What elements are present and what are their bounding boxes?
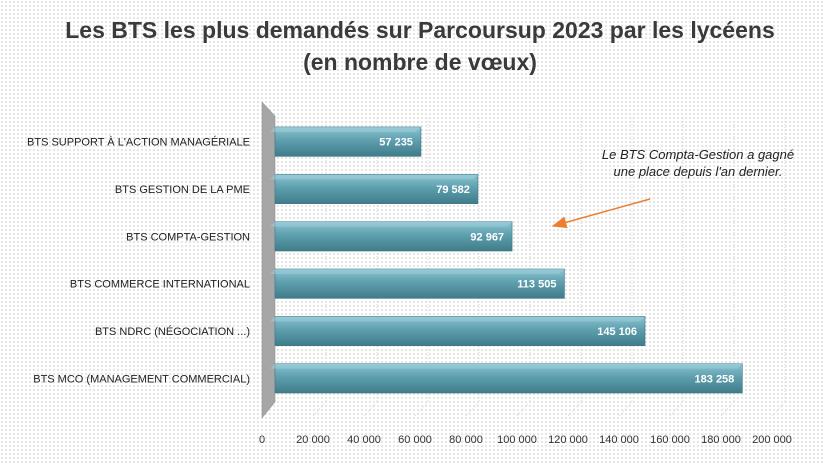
x-tick-label: 60 000: [398, 434, 432, 446]
axis-wall: [261, 101, 276, 419]
floor-grid-line-8: [669, 401, 684, 417]
x-tick-label: 200 000: [752, 434, 792, 446]
bar-top-face: [270, 126, 421, 132]
category-label: BTS SUPPORT À L'ACTION MANAGÉRIALE: [27, 136, 250, 149]
bar-top-face: [270, 316, 646, 322]
bar-top-face: [270, 268, 565, 274]
category-label: BTS GESTION DE LA PME: [115, 184, 250, 196]
bar-group: 79 582: [270, 174, 479, 204]
category-label: BTS COMMERCE INTERNATIONAL: [70, 279, 250, 291]
x-tick-label: 80 000: [449, 434, 483, 446]
x-tick-label: 160 000: [650, 434, 690, 446]
category-label: BTS NDRC (NÉGOCIATION ...): [95, 325, 250, 338]
category-label: BTS COMPTA-GESTION: [126, 231, 250, 243]
x-tick-label: 100 000: [497, 434, 537, 446]
bar-group: 113 505: [270, 268, 565, 299]
floor-grid-line-7: [618, 401, 633, 417]
bar-top-face: [270, 221, 513, 227]
floor-grid-line-5: [516, 401, 531, 417]
floor-grid-line-2: [363, 401, 378, 417]
bar-top-face: [270, 363, 743, 369]
x-tick-label: 20 000: [296, 434, 330, 446]
floor-grid-line-3: [414, 401, 429, 417]
floor-grid-line-10: [771, 401, 786, 417]
bar-group: 57 235: [270, 126, 422, 157]
bar-top-face: [270, 174, 478, 180]
x-tick-labels: 0 20 000 40 000 60 000 80 000 100 000 120 000 1…: [259, 434, 792, 446]
x-tick-label: 140 000: [599, 434, 639, 446]
x-tick-label: 40 000: [347, 434, 381, 446]
bar-group: 145 106: [270, 316, 646, 346]
x-tick-label: 120 000: [548, 434, 588, 446]
bar-group: 183 258: [270, 363, 743, 394]
bar-value-label: 113 505: [517, 279, 556, 291]
bar-group: 92 967: [270, 221, 513, 252]
chart-title: Les BTS les plus demandés sur Parcoursup…: [65, 17, 775, 75]
floor-grid-line-9: [720, 401, 735, 417]
annotation-arrow: [551, 198, 651, 229]
floor-grid-line-6: [567, 401, 582, 417]
bar-value-label: 183 258: [695, 373, 735, 385]
category-labels: BTS SUPPORT À L'ACTION MANAGÉRIALE BTS GE…: [27, 136, 250, 386]
floor-grid-line-4: [465, 401, 480, 417]
x-tick-label: 0: [259, 434, 265, 446]
x-tick-label: 180 000: [701, 434, 741, 446]
bar-value-label: 79 582: [436, 184, 470, 196]
bars: 57 235 79 582 92 967 113 505 145 106 183 258: [270, 126, 743, 394]
floor-grid-line-1: [312, 401, 327, 417]
annotation-text: Le BTS Compta-Gestion a gagné une place …: [601, 147, 795, 179]
bar-value-label: 145 106: [597, 326, 637, 338]
bar-value-label: 92 967: [470, 231, 504, 243]
bar-value-label: 57 235: [379, 137, 413, 149]
category-label: BTS MCO (MANAGEMENT COMMERCIAL): [33, 373, 250, 385]
